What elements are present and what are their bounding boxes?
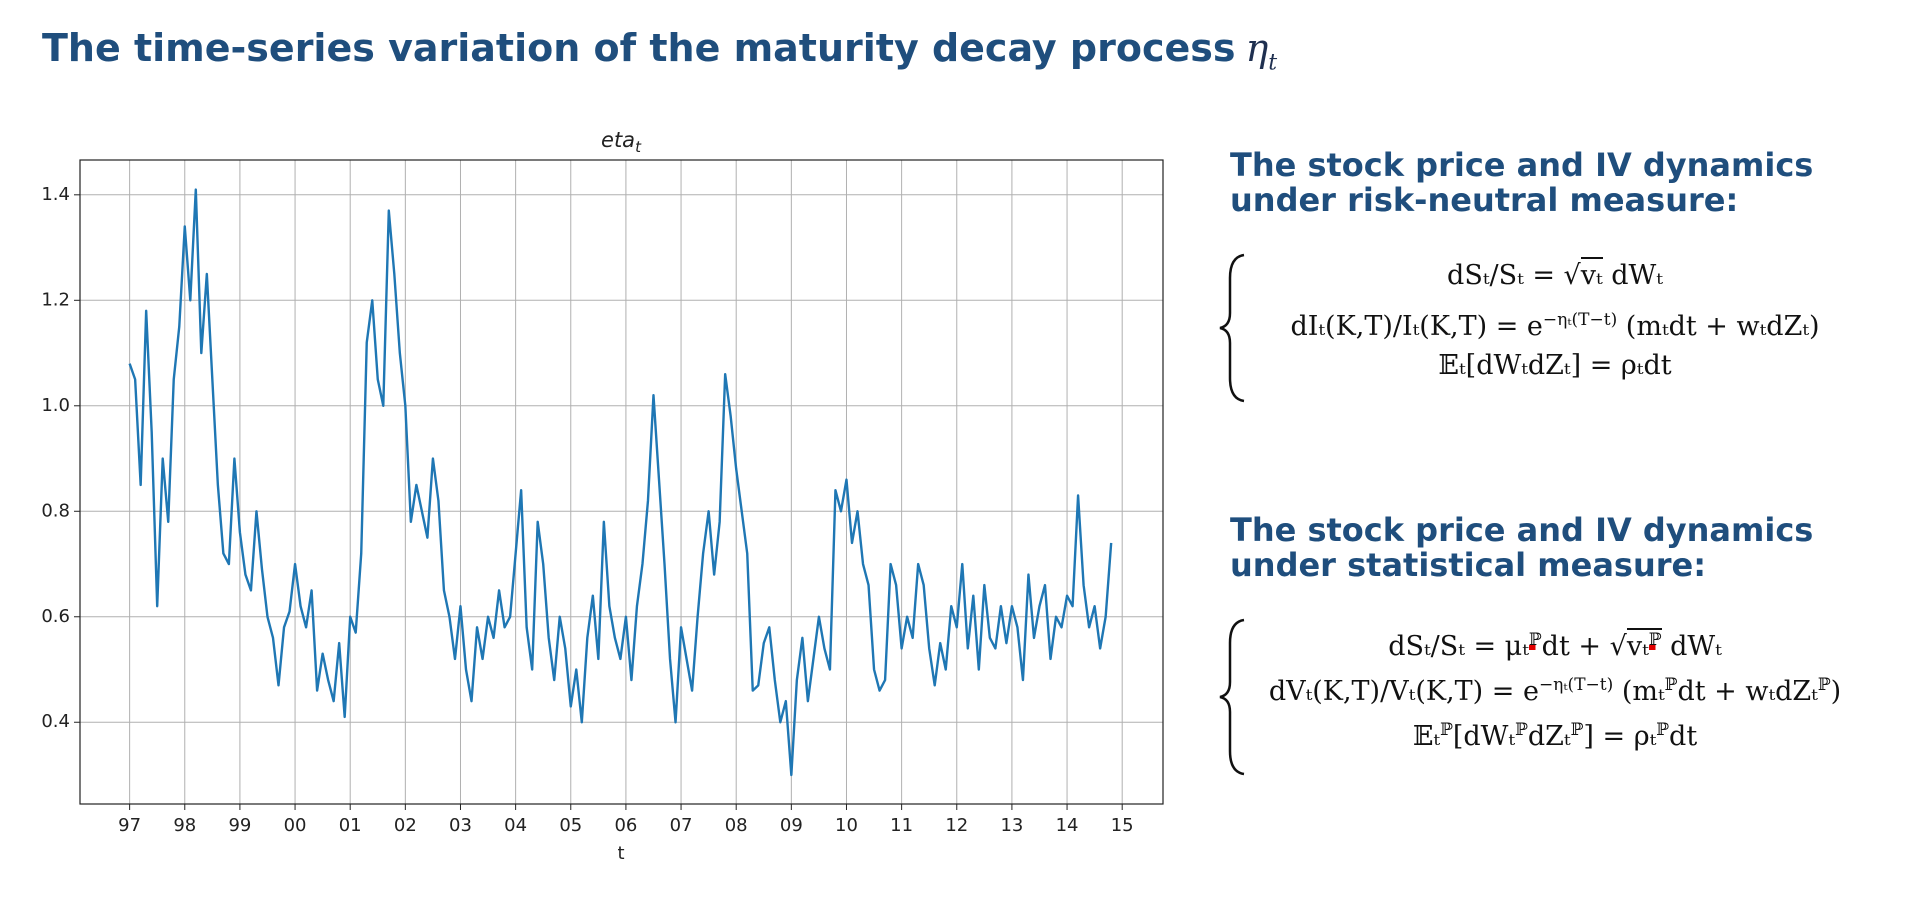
chart-title: etat: [601, 128, 642, 156]
equation-text: dSₜ/Sₜ = μₜ: [1388, 631, 1529, 662]
equation-text: ℙ: [1656, 720, 1670, 740]
chart-title-text: eta: [601, 128, 635, 152]
equation-text: ] = ρₜ: [1583, 721, 1657, 752]
x-tick-label: 09: [780, 815, 803, 836]
x-tick-label: 00: [284, 815, 307, 836]
x-tick-label: 13: [1000, 815, 1023, 836]
heading-line: The stock price and IV dynamics: [1230, 146, 1814, 184]
x-tick-label: 07: [670, 815, 693, 836]
brace: [1219, 618, 1245, 776]
superscript: ℙ: [1818, 675, 1831, 695]
heading-line: under statistical measure:: [1230, 546, 1707, 584]
section-heading: The stock price and IV dynamics under ris…: [1230, 148, 1880, 218]
superscript: ℙ: [1665, 675, 1678, 695]
superscript: −ηₜ(T−t): [1539, 675, 1613, 695]
equation-text: (mₜdt + wₜdZₜ): [1617, 311, 1820, 342]
equation-text: −ηₜ(T−t): [1538, 675, 1614, 695]
equation: 𝔼ₜℙ[dWₜℙdZₜℙ] = ρₜℙdt: [1230, 708, 1880, 753]
x-tick-label: 11: [890, 815, 913, 836]
equation-text: vₜ: [1580, 260, 1603, 291]
x-tick-label: 06: [614, 815, 637, 836]
x-tick-label: 14: [1056, 815, 1079, 836]
equation: dVₜ(K,T)/Vₜ(K,T) = e−ηₜ(T−t) (mₜℙdt + wₜ…: [1230, 663, 1880, 708]
equation-text: ℙ: [1648, 630, 1662, 650]
radicand: vₜℙ: [1626, 628, 1662, 662]
chart: etat t 97 98 99 00 01 02 03 04 05 06 07 08 09 10 11 12 1…: [41, 128, 1164, 864]
y-tick-label: 1.2: [41, 289, 70, 310]
superscript: ℙ: [1648, 630, 1662, 650]
equation-text: dWₜ: [1602, 260, 1663, 291]
chart-title-subscript: t: [635, 138, 642, 156]
x-tick-label: 05: [559, 815, 582, 836]
section: The stock price and IV dynamics under ris…: [1219, 148, 1880, 403]
x-tick-label: 12: [945, 815, 968, 836]
x-tick-label: 99: [228, 815, 251, 836]
x-axis-label: t: [617, 843, 624, 864]
equation: dSₜ/Sₜ = μₜℙdt + √vₜℙ dWₜ: [1230, 618, 1880, 663]
heading-line: The stock price and IV dynamics: [1230, 511, 1814, 549]
x-tick-label: 08: [725, 815, 748, 836]
x-tick-label: 03: [449, 815, 472, 836]
equation-text: dVₜ(K,T)/Vₜ(K,T) = e: [1268, 676, 1539, 707]
equation-block: dSₜ/Sₜ = μₜℙdt + √vₜℙ dWₜ dVₜ(K,T)/Vₜ(K,T…: [1219, 618, 1880, 776]
y-tick-label: 0.6: [41, 606, 70, 627]
heading-line: under risk-neutral measure:: [1230, 181, 1739, 219]
equation-block: dSₜ/Sₜ = √vₜ dWₜ dIₜ(K,T)/Iₜ(K,T) = e−ηₜ(…: [1219, 253, 1880, 403]
section-heading: The stock price and IV dynamics under sta…: [1230, 513, 1880, 583]
equation-text: 𝔼ₜ: [1412, 721, 1441, 752]
equation-text: dt: [1669, 721, 1698, 752]
x-tick-label: 10: [835, 815, 858, 836]
equation-text: ℙ: [1817, 675, 1831, 695]
data-line: [128, 188, 1113, 777]
x-tick-label: 01: [339, 815, 362, 836]
section: The stock price and IV dynamics under sta…: [1219, 513, 1880, 776]
title-symbol-subscript: t: [1268, 50, 1278, 76]
x-tick-label: 98: [173, 815, 196, 836]
equation-text: ℙ: [1664, 675, 1678, 695]
y-tick-label: 1.4: [41, 184, 70, 205]
superscript: ℙ: [1528, 630, 1542, 650]
equation-text: vₜ: [1626, 631, 1649, 662]
title-symbol: η: [1245, 26, 1269, 70]
superscript: ℙ: [1571, 720, 1584, 740]
equation-text: dSₜ/Sₜ = √: [1447, 260, 1581, 291]
radicand: vₜ: [1580, 257, 1603, 291]
equation-text: ℙ: [1570, 720, 1584, 740]
superscript: ℙ: [1440, 720, 1453, 740]
x-tick-label: 04: [504, 815, 527, 836]
y-tick-label: 0.8: [41, 500, 70, 521]
x-tick-label: 02: [394, 815, 417, 836]
equation-text: dt + wₜdZₜ: [1677, 676, 1818, 707]
equation-text: dt + √: [1541, 631, 1627, 662]
equation-text: dIₜ(K,T)/Iₜ(K,T) = e: [1290, 311, 1543, 342]
y-tick-label: 0.4: [41, 711, 70, 732]
equation-text: ℙ: [1440, 720, 1453, 740]
equation-text: ℙ: [1528, 630, 1542, 650]
superscript: −ηₜ(T−t): [1543, 310, 1617, 330]
equation-text: ): [1830, 676, 1842, 707]
equation: 𝔼ₜ[dWₜdZₜ] = ρₜdt: [1230, 343, 1880, 388]
slide-title: The time-series variation of the maturit…: [42, 26, 1277, 76]
equation-text: dZₜ: [1527, 721, 1571, 752]
title-text: The time-series variation of the maturit…: [42, 26, 1236, 70]
equation: dSₜ/Sₜ = √vₜ dWₜ: [1230, 253, 1880, 298]
superscript: ℙ: [1515, 720, 1528, 740]
equation-text: −ηₜ(T−t): [1542, 310, 1618, 330]
x-tick-label: 15: [1111, 815, 1134, 836]
equation-text: [dWₜ: [1452, 721, 1516, 752]
plot-frame: [79, 159, 1164, 805]
y-tick-label: 1.0: [41, 395, 70, 416]
brace: [1219, 253, 1245, 403]
equation-text: 𝔼ₜ[dWₜdZₜ] = ρₜdt: [1438, 350, 1672, 381]
x-tick-label: 97: [118, 815, 141, 836]
equation-text: (mₜ: [1613, 676, 1665, 707]
equation: dIₜ(K,T)/Iₜ(K,T) = e−ηₜ(T−t) (mₜdt + wₜd…: [1230, 298, 1880, 343]
equation-text: ℙ: [1515, 720, 1528, 740]
superscript: ℙ: [1656, 720, 1669, 740]
equation-text: dWₜ: [1661, 631, 1722, 662]
